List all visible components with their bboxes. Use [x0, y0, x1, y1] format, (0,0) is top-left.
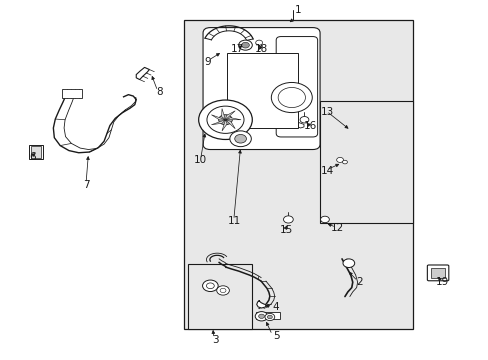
Bar: [227, 53, 298, 128]
Bar: [31, 146, 41, 158]
Circle shape: [258, 314, 264, 319]
Circle shape: [255, 40, 262, 45]
Circle shape: [206, 106, 244, 134]
Text: 14: 14: [320, 166, 333, 176]
Circle shape: [255, 312, 267, 321]
Polygon shape: [295, 123, 304, 128]
FancyBboxPatch shape: [427, 265, 448, 281]
Text: 9: 9: [204, 57, 211, 67]
Circle shape: [238, 40, 252, 50]
Text: 1: 1: [294, 5, 301, 15]
Text: 2: 2: [355, 277, 362, 287]
Bar: [29, 145, 42, 159]
Circle shape: [342, 259, 354, 267]
Circle shape: [206, 283, 214, 289]
Text: 13: 13: [320, 107, 333, 117]
Circle shape: [218, 115, 232, 125]
Text: 7: 7: [82, 180, 89, 190]
Circle shape: [267, 315, 272, 319]
Bar: [61, 89, 82, 98]
Text: 12: 12: [330, 224, 343, 233]
Circle shape: [300, 117, 308, 123]
Polygon shape: [221, 109, 225, 120]
Circle shape: [278, 87, 305, 108]
Polygon shape: [225, 120, 235, 129]
Polygon shape: [225, 118, 241, 120]
Circle shape: [283, 216, 293, 223]
Text: 3: 3: [211, 334, 218, 345]
Polygon shape: [225, 111, 235, 120]
Circle shape: [271, 82, 312, 113]
Bar: [188, 264, 251, 329]
Polygon shape: [256, 301, 266, 308]
Text: 8: 8: [156, 87, 162, 97]
Circle shape: [336, 157, 343, 162]
Bar: [183, 21, 412, 329]
Text: 19: 19: [434, 277, 447, 287]
Circle shape: [241, 42, 249, 48]
Text: 11: 11: [228, 216, 241, 226]
Text: 10: 10: [194, 155, 207, 165]
Circle shape: [234, 134, 246, 143]
FancyBboxPatch shape: [276, 37, 317, 137]
Circle shape: [216, 286, 229, 295]
Bar: [320, 101, 412, 223]
Polygon shape: [136, 67, 149, 80]
Bar: [430, 268, 444, 278]
Circle shape: [320, 216, 329, 223]
Text: 6: 6: [29, 152, 36, 162]
Circle shape: [264, 314, 274, 320]
Text: 18: 18: [254, 44, 267, 54]
Circle shape: [229, 131, 251, 147]
Text: 16: 16: [303, 121, 316, 131]
Circle shape: [342, 160, 346, 164]
Text: 4: 4: [272, 302, 279, 312]
Bar: [256, 312, 279, 319]
Circle shape: [198, 100, 252, 139]
Polygon shape: [211, 115, 225, 120]
Polygon shape: [211, 120, 225, 125]
Text: 5: 5: [272, 331, 279, 341]
Text: 15: 15: [279, 225, 292, 235]
Circle shape: [202, 280, 218, 292]
Polygon shape: [222, 120, 226, 131]
FancyBboxPatch shape: [203, 28, 320, 149]
Circle shape: [220, 288, 225, 293]
Text: 17: 17: [230, 44, 244, 54]
